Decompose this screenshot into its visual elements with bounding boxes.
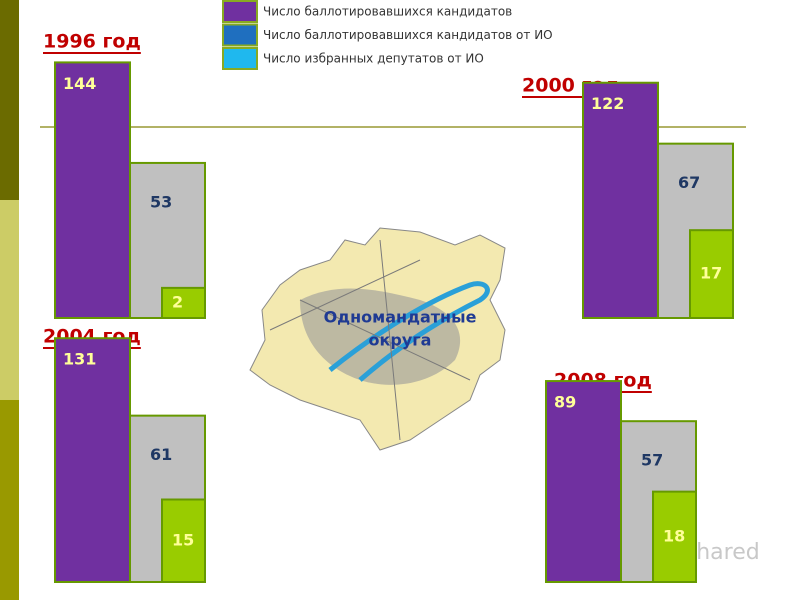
value-label: 15	[172, 530, 194, 549]
value-label: 89	[554, 393, 576, 412]
legend-label: Число избранных депутатов от ИО	[263, 52, 484, 66]
chart-title: 1996 год	[43, 31, 141, 53]
legend-label: Число баллотировавшихся кандидатов от ИО	[263, 28, 553, 42]
side-stripe	[0, 0, 19, 200]
bar	[161, 498, 206, 584]
map-label: Одномандатные	[324, 308, 477, 327]
value-label: 144	[63, 74, 96, 93]
bar	[582, 81, 659, 319]
value-label: 2	[172, 292, 183, 311]
value-label: 122	[591, 94, 624, 113]
map-label: округа	[369, 331, 432, 350]
value-label: 131	[63, 350, 96, 369]
legend-swatch	[222, 0, 258, 23]
legend-swatch	[222, 23, 258, 47]
value-label: 61	[150, 445, 172, 464]
legend-swatch	[222, 47, 258, 70]
bar	[545, 380, 622, 584]
value-label: 18	[663, 526, 685, 545]
side-stripe	[0, 400, 19, 600]
value-label: 67	[678, 173, 700, 192]
side-stripe	[0, 200, 19, 400]
value-label: 57	[641, 451, 663, 470]
bar	[161, 286, 206, 320]
bar	[689, 229, 734, 320]
map	[249, 227, 506, 451]
value-label: 53	[150, 192, 172, 211]
legend-label: Число баллотировавшихся кандидатов	[263, 5, 512, 19]
value-label: 17	[700, 264, 722, 283]
bar	[652, 490, 697, 583]
bar	[54, 337, 131, 583]
bar	[54, 61, 131, 320]
